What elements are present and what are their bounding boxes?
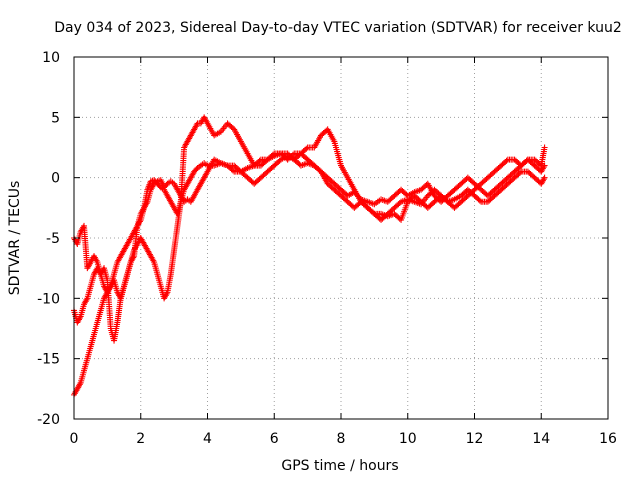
x-tick-label: 10 <box>399 431 417 447</box>
y-axis-label: SDTVAR / TECUs <box>7 181 23 296</box>
chart-title: Day 034 of 2023, Sidereal Day-to-day VTE… <box>54 20 622 36</box>
y-tick-label: -15 <box>37 352 60 368</box>
y-tick-label: 5 <box>51 110 60 126</box>
data-point-fill <box>396 200 403 207</box>
data-point-fill <box>356 194 363 201</box>
data-point <box>541 162 548 169</box>
grid-layer <box>74 57 608 419</box>
x-tick-label: 12 <box>466 431 484 447</box>
y-tick-label: 0 <box>51 171 60 187</box>
y-tick-label: -10 <box>37 291 60 307</box>
x-tick-label: 6 <box>270 431 279 447</box>
ticks-layer: 0 2 4 6 8 10 12 14 16 -20 -15 -10 -5 0 5 10 <box>37 50 617 447</box>
x-axis-label: GPS time / hours <box>281 458 398 474</box>
data-point-fill <box>516 169 523 176</box>
data-point-fill <box>256 157 263 164</box>
data-point-fill <box>354 192 361 199</box>
y-tick-label: -5 <box>46 231 60 247</box>
x-tick-label: 2 <box>136 431 145 447</box>
x-tick-label: 16 <box>599 431 617 447</box>
x-tick-label: 0 <box>70 431 79 447</box>
data-point-fill <box>276 157 283 164</box>
marks-layer <box>71 114 548 398</box>
x-tick-label: 8 <box>337 431 346 447</box>
data-point <box>541 144 548 151</box>
data-point-fill <box>303 145 310 152</box>
data-point-fill <box>355 193 362 200</box>
data-point <box>541 174 548 181</box>
data-point-fill <box>476 197 483 204</box>
y-tick-label: -20 <box>37 412 60 428</box>
data-point <box>351 189 358 196</box>
data-point-fill <box>503 157 510 164</box>
x-tick-label: 14 <box>532 431 550 447</box>
x-tick-label: 4 <box>203 431 212 447</box>
y-tick-label: 10 <box>42 50 60 66</box>
data-point-fill <box>352 190 359 197</box>
